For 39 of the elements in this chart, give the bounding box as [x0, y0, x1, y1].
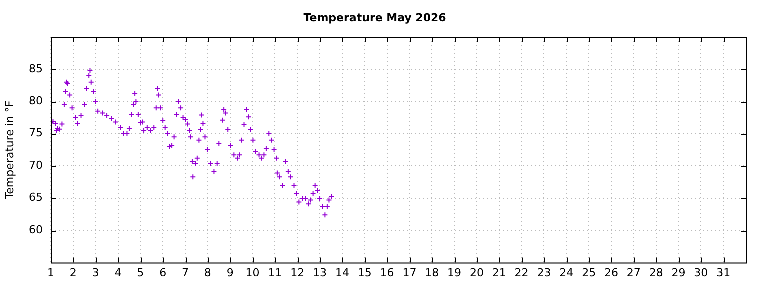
x-tick-label: 11 [268, 266, 282, 280]
x-tick-label: 21 [492, 266, 506, 280]
x-tick-label: 12 [290, 266, 305, 280]
x-tick-label: 8 [204, 266, 212, 280]
x-tick-label: 27 [626, 266, 641, 280]
x-tick-label: 14 [335, 266, 350, 280]
x-tick-label: 29 [672, 266, 686, 280]
x-tick-label: 10 [246, 266, 260, 280]
x-tick-label: 4 [114, 266, 122, 280]
x-tick-label: 24 [560, 266, 574, 280]
x-tick-label: 30 [694, 266, 708, 280]
x-tick-label: 15 [358, 266, 372, 280]
y-tick-label: 85 [29, 62, 43, 76]
y-tick-label: 60 [29, 223, 43, 236]
x-tick-label: 31 [716, 266, 731, 280]
x-tick-label: 22 [514, 266, 529, 280]
chart-title: Temperature May 2026 [304, 11, 447, 24]
x-tick-label: 23 [537, 266, 552, 280]
x-tick-label: 17 [402, 266, 417, 280]
y-axis-title: Temperature in °F [3, 100, 16, 200]
x-tick-label: 7 [182, 266, 190, 280]
x-tick-label: 19 [448, 266, 462, 280]
x-tick-label: 13 [313, 266, 328, 280]
x-tick-label: 9 [226, 266, 234, 280]
x-tick-label: 25 [582, 266, 596, 280]
x-tick-label: 20 [470, 266, 484, 280]
x-tick-label: 6 [160, 266, 167, 280]
x-tick-label: 28 [649, 266, 664, 280]
y-tick-label: 75 [29, 126, 43, 140]
y-tick-label: 70 [29, 158, 43, 172]
x-tick-label: 3 [92, 266, 100, 280]
x-tick-label: 16 [380, 266, 394, 280]
y-tick-label: 80 [29, 94, 43, 108]
x-tick-label: 2 [70, 266, 77, 280]
y-tick-label: 65 [29, 191, 43, 204]
x-tick-label: 1 [48, 266, 54, 280]
x-tick-label: 18 [425, 266, 440, 280]
x-tick-label: 5 [137, 266, 144, 280]
x-tick-label: 26 [604, 266, 618, 280]
